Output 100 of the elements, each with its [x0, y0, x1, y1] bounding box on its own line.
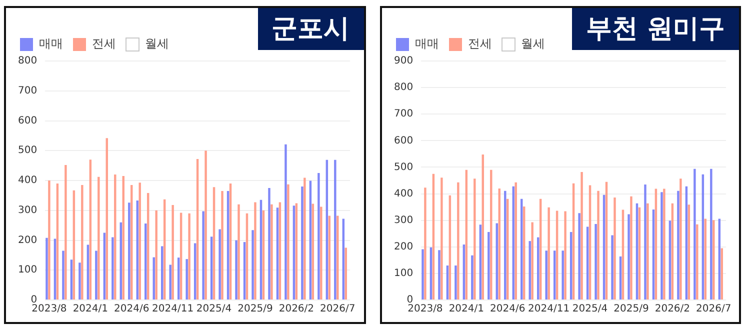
x-tick-label: 2024/1 — [72, 304, 108, 315]
bar — [304, 178, 306, 300]
bar — [604, 182, 608, 300]
bar — [235, 240, 238, 300]
bar — [212, 187, 216, 300]
bar — [473, 178, 476, 300]
y-tick-label: 500 — [18, 145, 38, 156]
bar — [270, 204, 273, 300]
bar — [429, 247, 432, 300]
bar — [218, 229, 221, 300]
bar — [89, 160, 92, 300]
x-tick-label: 2025/9 — [613, 304, 648, 315]
bar — [572, 183, 574, 300]
bar — [278, 202, 282, 300]
bar — [326, 160, 328, 300]
bar — [72, 190, 76, 300]
bar — [276, 208, 279, 300]
bar — [246, 213, 248, 300]
x-tick-label: 2025/9 — [238, 304, 273, 315]
bar — [424, 188, 426, 300]
bar — [301, 186, 304, 300]
x-tick-label: 2024/6 — [490, 304, 525, 315]
bar — [196, 158, 199, 300]
legend-label: 월세 — [520, 36, 544, 51]
bar — [194, 243, 196, 300]
bar — [701, 174, 704, 300]
bar — [320, 206, 322, 300]
bar — [547, 207, 550, 300]
bar — [138, 182, 141, 300]
bar — [163, 199, 166, 300]
bar — [712, 220, 714, 300]
bar — [448, 195, 451, 300]
x-tick-label: 2024/11 — [528, 304, 570, 315]
bar — [456, 182, 459, 300]
bar — [130, 184, 133, 300]
bar — [464, 170, 468, 300]
bar — [210, 236, 213, 300]
bar — [81, 184, 84, 300]
bar — [514, 182, 516, 300]
bar — [238, 204, 240, 300]
bar — [136, 200, 138, 300]
bar — [78, 262, 81, 300]
y-tick-label: 300 — [393, 214, 413, 226]
legend-label: 매매 — [39, 36, 63, 51]
bar — [243, 242, 246, 300]
bar — [144, 224, 147, 300]
bar — [112, 237, 114, 300]
bar — [618, 256, 622, 300]
y-tick-label: 200 — [393, 241, 413, 252]
bar — [62, 250, 64, 300]
bar — [498, 188, 500, 300]
x-tick-label: 2026/7 — [320, 304, 356, 315]
chart-title: 군포시 — [258, 8, 364, 50]
bar — [718, 218, 720, 300]
y-tick-label: 700 — [393, 108, 413, 120]
y-tick-label: 600 — [393, 135, 413, 146]
bar — [644, 184, 646, 300]
bar — [169, 264, 172, 300]
x-tick-label: 2025/4 — [196, 304, 232, 315]
bar — [693, 168, 696, 300]
x-tick-label: 2025/4 — [572, 304, 608, 315]
bar — [646, 203, 648, 300]
bar — [564, 211, 566, 300]
bar — [432, 174, 434, 300]
y-tick-label: 600 — [18, 115, 38, 126]
bar — [720, 248, 722, 300]
bar — [284, 144, 287, 300]
bar — [421, 249, 424, 300]
bar — [662, 188, 665, 300]
bar — [146, 193, 150, 300]
bar — [602, 194, 605, 300]
bar — [188, 213, 190, 300]
bar — [495, 223, 498, 300]
bar — [586, 226, 588, 300]
bar — [627, 214, 630, 300]
bar — [454, 265, 456, 300]
x-tick-label: 2026/2 — [278, 304, 314, 315]
bar — [635, 203, 638, 300]
bar — [710, 168, 712, 300]
bar — [202, 211, 204, 300]
bar — [295, 203, 298, 300]
x-tick-label: 2024/6 — [114, 304, 150, 315]
bar — [512, 186, 514, 300]
y-tick-label: 100 — [393, 268, 413, 280]
bar — [48, 180, 50, 300]
legend-label: 전세 — [468, 36, 492, 51]
bar — [226, 190, 230, 300]
y-tick-label: 800 — [393, 82, 413, 94]
bar — [103, 232, 106, 300]
bar — [630, 196, 632, 300]
bar — [481, 154, 484, 300]
x-tick-label: 2026/2 — [654, 304, 690, 315]
bar — [504, 190, 506, 300]
bar — [254, 202, 256, 300]
bar — [613, 197, 616, 300]
bar — [128, 202, 130, 300]
bar — [86, 244, 90, 300]
bar — [446, 265, 448, 300]
bar — [588, 185, 591, 300]
legend-label: 전세 — [92, 36, 116, 51]
